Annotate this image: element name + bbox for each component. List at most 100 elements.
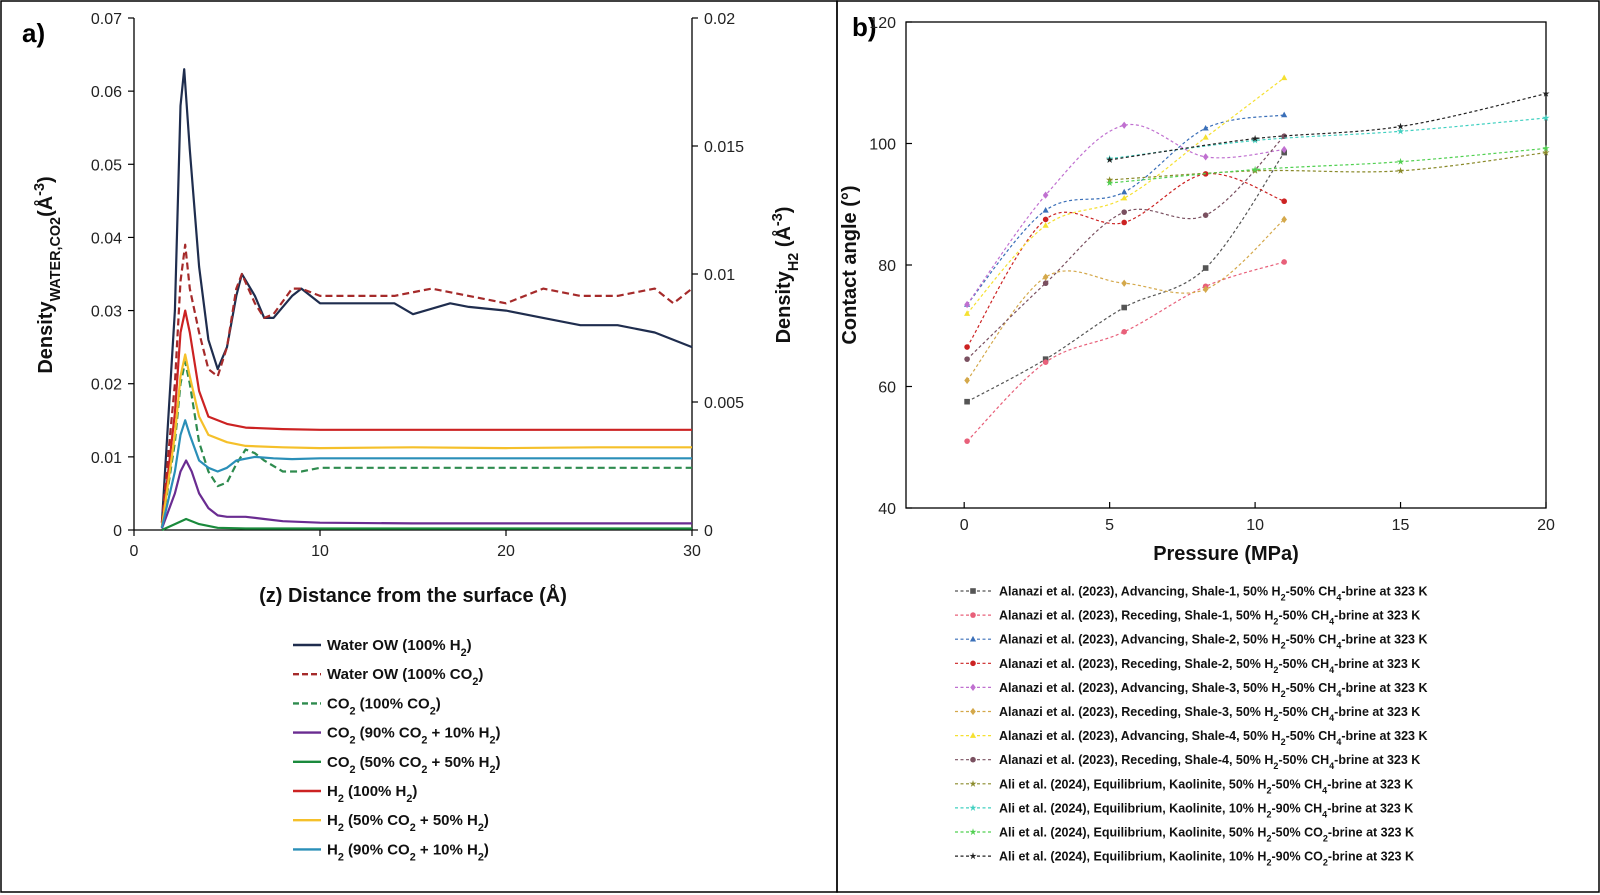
- data-point-4-0: [964, 300, 970, 309]
- data-point-10-0: [1106, 179, 1114, 186]
- series-line-5: [160, 309, 692, 528]
- legend-marker-7: [970, 756, 976, 763]
- series-line-1: [160, 243, 693, 523]
- x-tick-label: 5: [1105, 517, 1114, 534]
- data-point-7-2: [1121, 209, 1127, 215]
- legend-label-11: Ali et al. (2024), Equilibrium, Kaolinit…: [999, 850, 1414, 868]
- legend-marker-0: [970, 588, 976, 594]
- data-point-6-2: [1121, 194, 1128, 201]
- x-tick-label: 0: [130, 543, 139, 560]
- legend-marker-11: [969, 852, 977, 860]
- left-y-tick-label: 0: [113, 523, 122, 540]
- x-axis-label: Pressure (MPa): [1153, 543, 1299, 565]
- left-y-tick-label: 0.06: [91, 84, 122, 101]
- legend-label-4: Alanazi et al. (2023), Advancing, Shale-…: [999, 681, 1427, 699]
- data-point-2-4: [1281, 111, 1288, 118]
- legend-label-3: CO2 (90% CO2 + 10% H2): [327, 725, 501, 747]
- series-curve-4: [966, 123, 1285, 305]
- legend-label-9: Ali et al. (2024), Equilibrium, Kaolinit…: [999, 801, 1413, 819]
- legend-label-3: Alanazi et al. (2023), Receding, Shale-2…: [999, 657, 1420, 675]
- data-point-3-2: [1121, 219, 1127, 226]
- legend-label-0: Water OW (100% H2): [327, 637, 472, 659]
- data-point-2-2: [1121, 188, 1128, 195]
- data-point-11-3: [1542, 89, 1550, 97]
- legend-marker-1: [970, 612, 976, 618]
- series-line-0: [160, 68, 693, 523]
- legend-label-1: Alanazi et al. (2023), Receding, Shale-1…: [999, 609, 1420, 627]
- left-y-tick-label: 0.01: [91, 450, 122, 467]
- data-point-5-0: [964, 376, 970, 385]
- legend-label-2: CO2 (100% CO2): [327, 695, 441, 717]
- x-tick-label: 10: [1246, 517, 1264, 534]
- legend-label-6: Alanazi et al. (2023), Advancing, Shale-…: [999, 729, 1427, 747]
- legend-label-0: Alanazi et al. (2023), Advancing, Shale-…: [999, 585, 1427, 603]
- legend-marker-6: [969, 732, 977, 738]
- left-y-tick-label: 0.04: [91, 230, 122, 247]
- data-point-5-1: [1042, 273, 1049, 281]
- panel-b-label: b): [852, 12, 877, 42]
- legend-marker-3: [970, 660, 976, 667]
- left-y-tick-label: 0.03: [91, 304, 122, 321]
- legend-label-2: Alanazi et al. (2023), Advancing, Shale-…: [999, 633, 1427, 651]
- x-tick-label: 10: [311, 543, 329, 560]
- legend-marker-2: [969, 635, 977, 642]
- x-tick-label: 20: [1537, 517, 1555, 534]
- legend-label-7: H2 (90% CO2 + 10% H2): [327, 841, 489, 863]
- legend-label-5: Alanazi et al. (2023), Receding, Shale-3…: [999, 705, 1420, 723]
- right-y-tick-label: 0.005: [704, 395, 744, 412]
- legend-marker-4: [970, 683, 976, 692]
- data-point-11-0: [1106, 156, 1114, 163]
- data-point-6-3: [1202, 134, 1209, 140]
- legend-label-5: H2 (100% H2): [327, 783, 417, 805]
- data-point-6-1: [1042, 222, 1049, 228]
- data-point-9-3: [1542, 114, 1550, 121]
- plot-frame: [905, 21, 1547, 509]
- data-point-11-2: [1397, 122, 1405, 130]
- legend-label-6: H2 (50% CO2 + 50% H2): [327, 812, 489, 834]
- right-y-axis-label: DensityH2 (Å-3): [770, 207, 802, 344]
- right-y-tick-label: 0.01: [704, 267, 735, 284]
- data-point-3-0: [964, 344, 970, 350]
- data-point-10-1: [1251, 165, 1259, 173]
- series-curve-6: [966, 77, 1285, 314]
- series-curve-10: [1109, 147, 1547, 184]
- series-line-6: [160, 353, 692, 528]
- data-point-4-3: [1202, 153, 1209, 161]
- x-axis-label: (z) Distance from the surface (Å): [259, 583, 567, 607]
- data-point-0-2: [1121, 304, 1127, 311]
- data-point-3-1: [1042, 216, 1049, 223]
- legend-marker-9: [969, 804, 977, 811]
- legend-label-1: Water OW (100% CO2): [327, 666, 483, 688]
- x-tick-label: 30: [683, 543, 701, 560]
- data-point-6-0: [964, 310, 971, 316]
- legend-marker-10: [969, 828, 977, 836]
- data-point-3-4: [1281, 198, 1287, 205]
- y-tick-label: 60: [878, 380, 896, 397]
- series-line-2: [160, 360, 692, 528]
- x-tick-label: 15: [1392, 517, 1410, 534]
- data-point-1-2: [1121, 329, 1127, 335]
- series-line-7: [160, 419, 692, 529]
- data-point-10-3: [1542, 144, 1550, 152]
- data-point-0-3: [1202, 265, 1209, 271]
- y-tick-label: 120: [869, 15, 896, 32]
- left-y-tick-label: 0.07: [91, 11, 122, 28]
- panel-b-border: [836, 0, 1600, 893]
- data-point-0-1: [1042, 356, 1049, 362]
- data-point-2-3: [1202, 124, 1209, 131]
- series-curve-8: [1109, 152, 1547, 181]
- panel-b: b) 0 5 10 15 20 40 60 80 100 120 Pressure (MPa) Cont…: [839, 12, 1555, 868]
- data-point-10-2: [1397, 157, 1405, 165]
- panel-a: a)0 10 20 3000.010.020.030.040.050.060.0700…: [22, 11, 802, 863]
- left-y-tick-label: 0.02: [91, 377, 122, 394]
- series-curve-0: [966, 152, 1285, 403]
- series-curve-1: [966, 261, 1285, 442]
- legend-label-8: Ali et al. (2024), Equilibrium, Kaolinit…: [999, 777, 1413, 795]
- right-y-tick-label: 0.02: [704, 11, 735, 28]
- data-point-2-1: [1042, 206, 1049, 213]
- data-point-9-1: [1251, 136, 1259, 144]
- y-tick-label: 40: [878, 501, 896, 518]
- data-point-7-1: [1042, 280, 1049, 287]
